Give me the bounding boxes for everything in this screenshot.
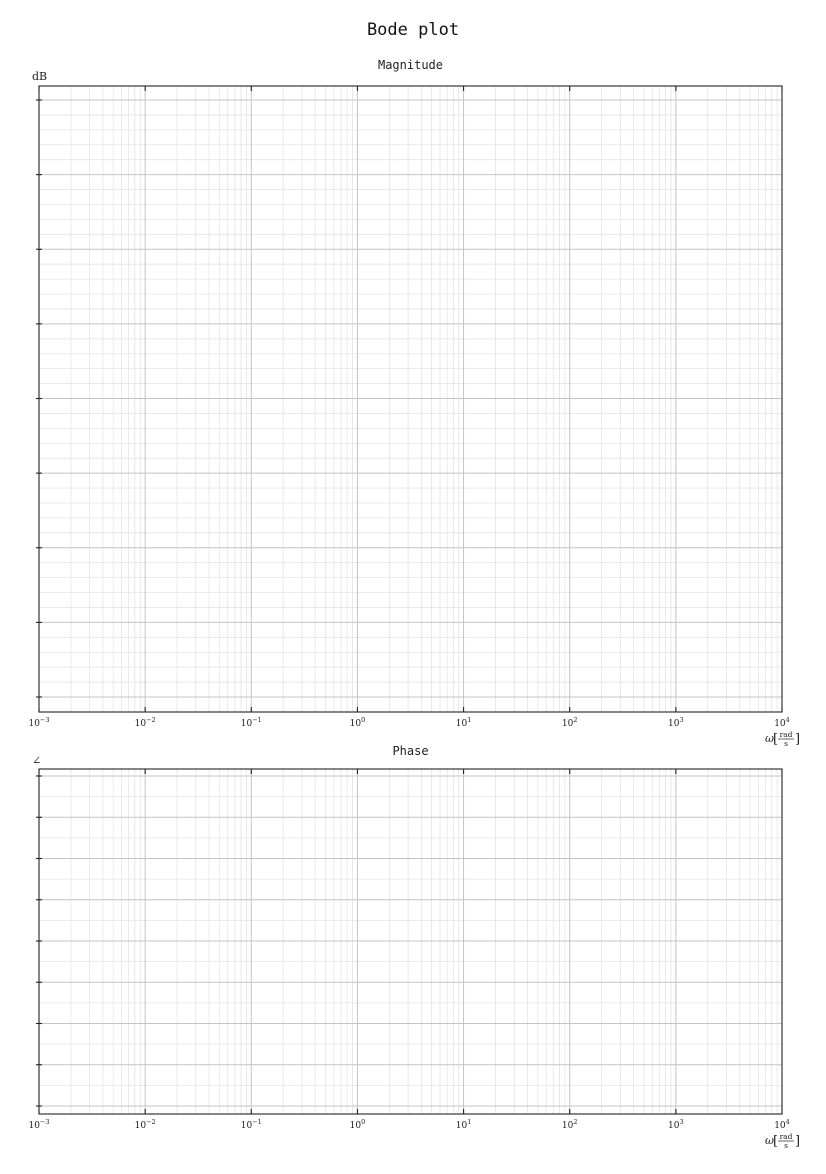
x-tick-label: 100	[350, 716, 366, 729]
x-tick-label: 102	[562, 1118, 578, 1131]
x-axis-label-bracket-right: ]	[795, 1134, 800, 1149]
x-tick-label: 10−3	[28, 1118, 49, 1131]
x-axis-label-symbol: ω	[765, 1134, 774, 1147]
x-tick-label: 104	[774, 1118, 790, 1131]
x-axis-label-bracket-left: [	[773, 1134, 778, 1149]
x-tick-label: 104	[774, 716, 790, 729]
chart-magnitude: 10−3 10−2 10−1 100 101 102 103 104 Magnitude dB ω[…	[28, 58, 800, 748]
x-tick-label: 10−3	[28, 716, 49, 729]
chart-title: Phase	[392, 744, 428, 758]
x-axis-label-unit-num: rad	[780, 1132, 793, 1141]
x-axis-label-bracket-left: [	[773, 732, 778, 747]
x-tick-label: 101	[456, 716, 472, 729]
chart-title: Magnitude	[378, 58, 443, 72]
y-axis-label: ∠	[32, 754, 41, 767]
x-tick-label: 103	[668, 716, 684, 729]
x-tick-label: 103	[668, 1118, 684, 1131]
x-tick-label: 102	[562, 716, 578, 729]
x-tick-label: 100	[350, 1118, 366, 1131]
x-tick-label: 10−2	[135, 1118, 156, 1131]
x-tick-label: 10−2	[135, 716, 156, 729]
major-grid	[38, 769, 783, 1114]
x-tick-label: 101	[456, 1118, 472, 1131]
major-grid	[38, 86, 783, 712]
x-axis-label-symbol: ω	[765, 732, 774, 745]
x-axis-label-unit-den: s	[784, 1141, 788, 1150]
y-axis-label: dB	[32, 70, 47, 83]
x-tick-label: 10−1	[241, 1118, 262, 1131]
x-axis-label-unit-num: rad	[780, 730, 793, 739]
x-tick-label: 10−1	[241, 716, 262, 729]
page-title: Bode plot	[366, 20, 460, 40]
x-axis-label-unit-den: s	[784, 739, 788, 748]
x-axis-label-bracket-right: ]	[795, 732, 800, 747]
